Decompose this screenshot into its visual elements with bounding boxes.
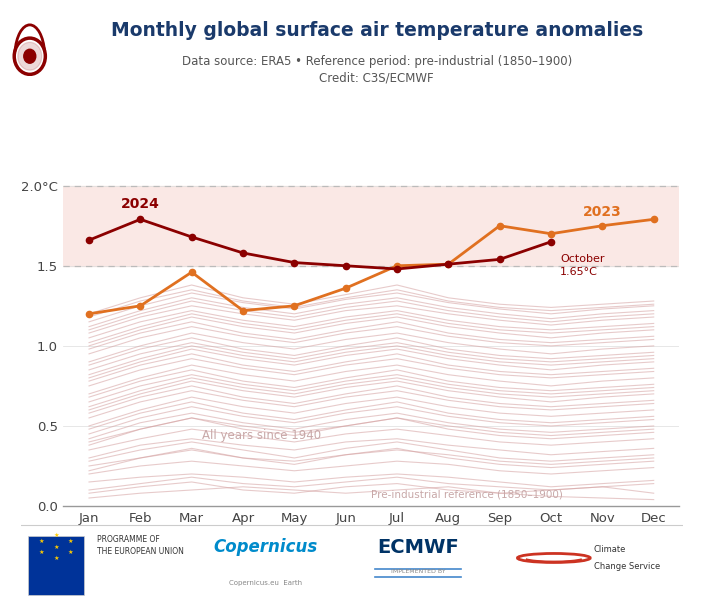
Text: October
1.65°C: October 1.65°C [560,254,605,277]
Text: ★: ★ [39,539,44,544]
Text: Change Service: Change Service [593,562,660,571]
Text: PROGRAMME OF
THE EUROPEAN UNION: PROGRAMME OF THE EUROPEAN UNION [97,535,184,556]
Text: Data source: ERA5 • Reference period: pre-industrial (1850–1900): Data source: ERA5 • Reference period: pr… [182,55,572,67]
Text: ★: ★ [54,545,59,550]
Text: ★: ★ [54,533,59,538]
Text: Credit: C3S/ECMWF: Credit: C3S/ECMWF [320,72,434,84]
Text: Monthly global surface air temperature anomalies: Monthly global surface air temperature a… [111,21,643,40]
Bar [63,185,679,266]
Text: Copernicus: Copernicus [214,538,318,556]
Text: IMPLEMENTED BY: IMPLEMENTED BY [391,570,446,574]
Text: All years since 1940: All years since 1940 [202,428,321,442]
Text: ★: ★ [54,556,59,561]
Wedge shape [18,42,42,70]
Text: Pre-industrial reference (1850–1900): Pre-industrial reference (1850–1900) [372,489,563,499]
Text: ★: ★ [39,550,44,554]
Text: Climate: Climate [593,545,626,554]
Circle shape [24,49,36,63]
Text: 2023: 2023 [583,205,622,219]
Text: ECMWF: ECMWF [377,538,459,557]
Text: Copernicus.eu  Earth: Copernicus.eu Earth [230,579,303,585]
Text: ★: ★ [68,539,73,544]
Text: ★: ★ [68,550,73,554]
Text: 2024: 2024 [121,198,160,211]
FancyBboxPatch shape [27,536,84,595]
